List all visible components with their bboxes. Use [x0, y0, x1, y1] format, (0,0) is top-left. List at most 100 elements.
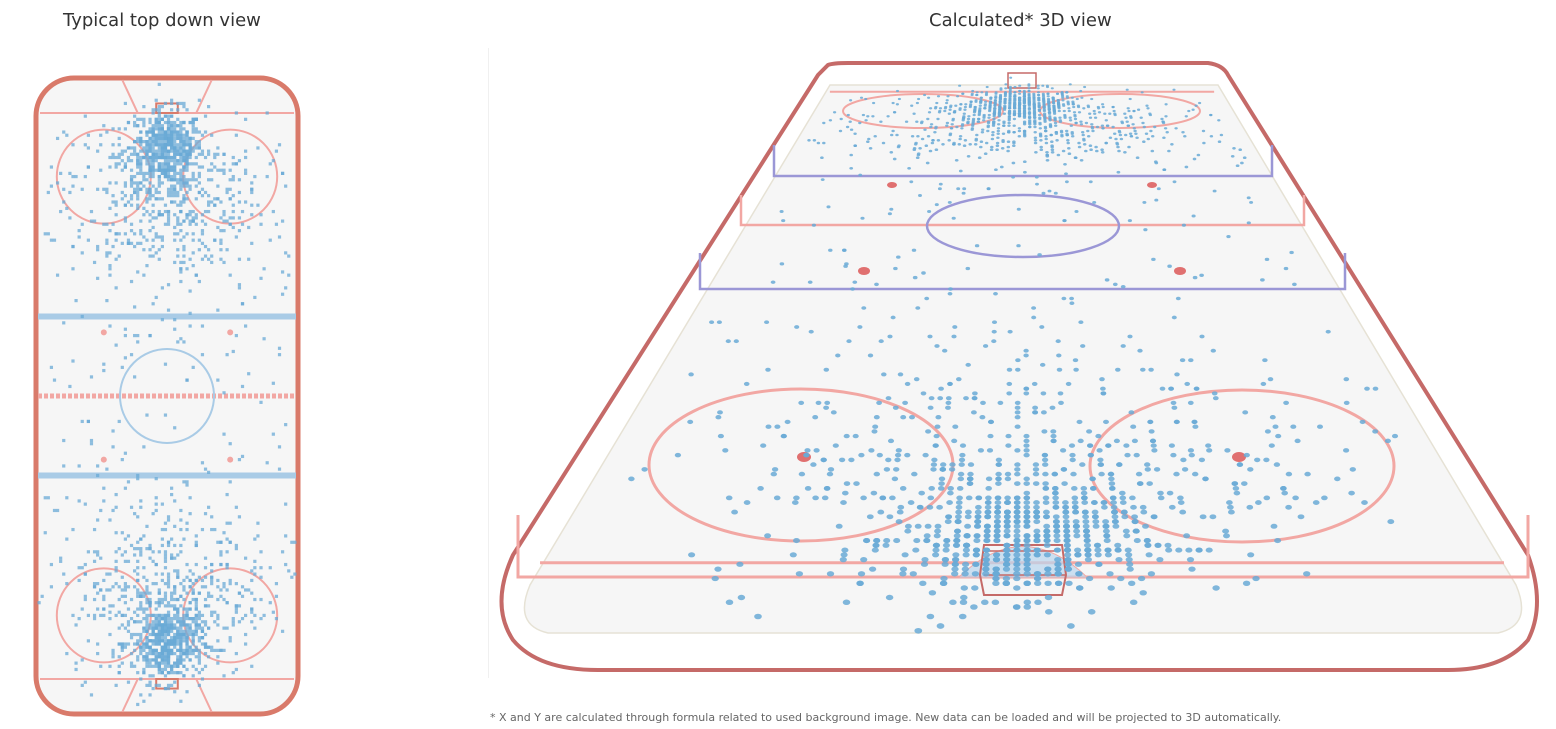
shot-point [237, 283, 242, 287]
shot-point [1109, 495, 1117, 501]
shot-point [145, 413, 149, 417]
shot-point [228, 578, 232, 583]
shot-point [157, 617, 161, 621]
shot-point [1013, 542, 1021, 548]
shot-point [268, 162, 272, 166]
shot-point [1092, 200, 1097, 204]
shot-point [173, 639, 177, 643]
shot-point [129, 353, 134, 357]
shot-point [151, 174, 155, 179]
shot-point [1087, 443, 1094, 448]
shot-point [1160, 117, 1164, 121]
shot-point [160, 597, 164, 602]
shot-point [102, 597, 106, 602]
shot-point [182, 105, 186, 109]
shot-point [1081, 133, 1085, 137]
shot-point [955, 500, 963, 506]
shot-point [982, 115, 986, 118]
shot-point [1177, 495, 1184, 501]
shot-point [179, 120, 183, 125]
shot-point [1033, 538, 1041, 544]
shot-point [916, 135, 920, 138]
top-down-rink-chart[interactable] [30, 74, 304, 720]
shot-point [1145, 104, 1149, 107]
shot-point [1083, 85, 1087, 89]
shot-point [838, 457, 846, 463]
shot-point [105, 238, 109, 242]
shot-point [986, 125, 990, 129]
shot-point [197, 671, 201, 675]
shot-point [216, 184, 220, 188]
shot-point [936, 623, 945, 629]
shot-point [1088, 112, 1092, 115]
shot-point [163, 639, 168, 643]
shot-point [687, 419, 694, 425]
shot-point [148, 120, 152, 125]
shot-point [1119, 137, 1124, 141]
shot-point [191, 216, 195, 220]
shot-point [148, 159, 152, 163]
shot-point [873, 135, 877, 138]
shot-point [1056, 353, 1062, 358]
shot-point [126, 155, 131, 160]
shot-point [210, 562, 214, 567]
shot-point [228, 273, 232, 277]
shot-point [849, 153, 853, 157]
shot-point [857, 571, 866, 577]
shot-point [1033, 121, 1037, 125]
shot-point [923, 128, 927, 131]
shot-point [955, 514, 962, 520]
shot-point [89, 219, 94, 223]
shot-point [984, 514, 992, 520]
shot-point [86, 639, 90, 643]
shot-point [182, 651, 186, 656]
shot-point [991, 123, 996, 126]
shot-point [77, 229, 81, 233]
shot-point [148, 680, 152, 684]
shot-point [129, 203, 134, 207]
shot-point [170, 136, 174, 141]
shot-point [958, 84, 962, 87]
shot-point [1013, 504, 1021, 510]
shot-point [1290, 424, 1297, 429]
shot-point [139, 636, 143, 640]
shot-point [99, 133, 103, 137]
shot-point [170, 594, 174, 598]
shot-point [191, 174, 195, 179]
shot-point [154, 152, 158, 156]
shot-point [1153, 467, 1161, 472]
shot-point [916, 504, 924, 510]
shot-point [966, 476, 974, 482]
shot-point [1111, 509, 1118, 515]
shot-point [157, 127, 161, 131]
shot-point [157, 117, 161, 121]
shot-point [166, 127, 171, 131]
shot-point [1031, 306, 1037, 310]
shot-point [80, 222, 84, 226]
shot-point [1062, 104, 1066, 107]
shot-point [123, 613, 127, 618]
shot-point [977, 448, 984, 453]
shot-point [979, 99, 983, 102]
shot-point [166, 651, 171, 656]
shot-point [142, 235, 146, 239]
shot-point [1042, 495, 1050, 501]
shot-point [182, 632, 186, 637]
shot-point [160, 626, 164, 630]
shot-point [99, 613, 103, 618]
shot-point [219, 229, 223, 233]
shot-point [1006, 145, 1011, 149]
shot-point [1102, 519, 1110, 525]
shot-point [179, 699, 183, 703]
shot-point [952, 111, 957, 114]
shot-point [166, 190, 171, 195]
shot-point [1054, 566, 1062, 572]
shot-point [182, 617, 186, 621]
perspective-rink-chart[interactable] [488, 45, 1556, 685]
shot-point [1135, 136, 1139, 139]
shot-point [1075, 571, 1083, 577]
shot-point [166, 213, 171, 217]
shot-point [1013, 85, 1017, 89]
shot-point [1098, 471, 1105, 477]
shot-point [148, 547, 152, 551]
